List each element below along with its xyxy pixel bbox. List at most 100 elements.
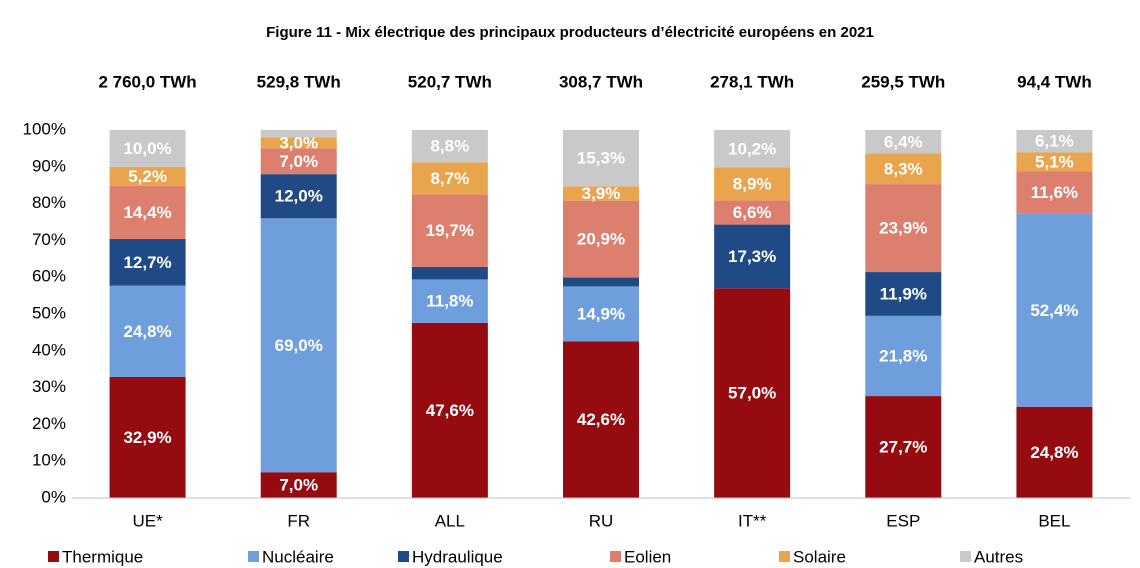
bar-segment [563,286,639,342]
legend-swatch [398,551,409,562]
bar-segment [411,266,488,280]
total-label: 278,1 TWh [710,72,794,91]
value-label: 42,6% [577,410,625,429]
bar-segment [563,277,639,287]
bar-segment [714,130,791,168]
value-label: 21,8% [879,346,927,365]
bar-segment [1016,406,1093,498]
bar-segment [563,200,639,278]
bar-segment [109,376,186,498]
value-label: 11,6% [1031,183,1078,202]
legend-label: Nucléaire [262,547,334,566]
value-label: 3,0% [279,133,318,152]
bar-segment [563,341,639,498]
bar-segment [563,186,639,201]
bar-segment [260,218,337,473]
legend-swatch [779,551,790,562]
y-tick-label: 100% [23,119,66,138]
y-tick-label: 10% [32,451,66,470]
value-label: 57,0% [728,384,776,403]
bar-segment [714,200,791,225]
legend-label: Thermique [62,547,143,566]
bar-segment [865,272,942,316]
x-tick-label: RU [589,511,614,530]
y-tick-label: 50% [32,303,66,322]
value-label: 52,4% [1030,301,1078,320]
value-label: 12,0% [275,187,323,206]
legend-label: Eolien [624,547,671,566]
legend-label: Hydraulique [412,547,503,566]
value-label: 27,7% [879,438,927,457]
bar-segment [714,167,791,201]
y-tick-label: 0% [41,487,66,506]
x-tick-label: ALL [435,511,465,530]
bar-segment [865,153,942,185]
bar-segment [260,130,337,138]
value-label: 8,7% [430,169,469,188]
legend-swatch [248,551,259,562]
legend-label: Solaire [793,547,846,566]
value-label: 5,2% [128,167,167,186]
value-label: 10,2% [728,139,776,158]
total-label: 2 760,0 TWh [98,72,196,91]
bar-segment [260,148,337,175]
x-tick-label: BEL [1038,511,1070,530]
value-label: 8,8% [430,137,469,156]
value-label: 24,8% [123,322,171,341]
value-label: 14,9% [577,304,625,323]
bar-segment [411,322,488,498]
value-label: 12,7% [123,253,171,272]
bar-segment [109,238,186,286]
value-label: 15,3% [577,149,625,168]
bar-segment [865,396,942,498]
bar-segment [714,224,791,289]
bar-segment [260,472,337,498]
y-tick-label: 40% [32,340,66,359]
total-label: 259,5 TWh [861,72,945,91]
bar-segment [109,285,186,377]
legend-swatch [960,551,971,562]
total-label: 308,7 TWh [559,72,643,91]
bar-segment [1016,171,1093,214]
value-label: 5,1% [1035,152,1074,171]
bar-segment [260,174,337,219]
value-label: 14,4% [123,203,171,222]
value-label: 10,0% [123,139,171,158]
total-label: 94,4 TWh [1017,72,1092,91]
bar-segment [1016,213,1093,407]
bar-segment [109,185,186,239]
bar-segment [865,130,942,154]
x-tick-label: IT** [738,511,767,530]
value-label: 7,0% [279,152,318,171]
y-tick-label: 60% [32,267,66,286]
y-tick-label: 80% [32,193,66,212]
value-label: 6,6% [733,203,772,222]
y-tick-label: 90% [32,156,66,175]
value-label: 69,0% [275,336,323,355]
bar-segment [865,184,942,273]
x-tick-label: UE* [132,511,163,530]
value-label: 17,3% [728,247,776,266]
value-label: 6,4% [884,132,923,151]
value-label: 8,3% [884,159,923,178]
value-label: 7,0% [279,476,318,495]
bar-segment [260,137,337,149]
value-label: 20,9% [577,230,625,249]
bar-segment [109,166,186,186]
value-label: 8,9% [733,174,772,193]
bar-segment [411,194,488,267]
value-label: 6,1% [1035,132,1074,151]
legend-swatch [48,551,59,562]
value-label: 19,7% [426,221,474,240]
chart-title: Figure 11 - Mix électrique des principau… [266,24,874,41]
bar-segment [865,315,942,397]
y-tick-label: 30% [32,377,66,396]
x-tick-label: FR [287,511,310,530]
value-label: 24,8% [1030,443,1078,462]
y-tick-label: 70% [32,230,66,249]
bar-segment [1016,130,1093,153]
bar-segment [109,130,186,167]
total-label: 529,8 TWh [257,72,341,91]
bar-segment [411,130,488,163]
